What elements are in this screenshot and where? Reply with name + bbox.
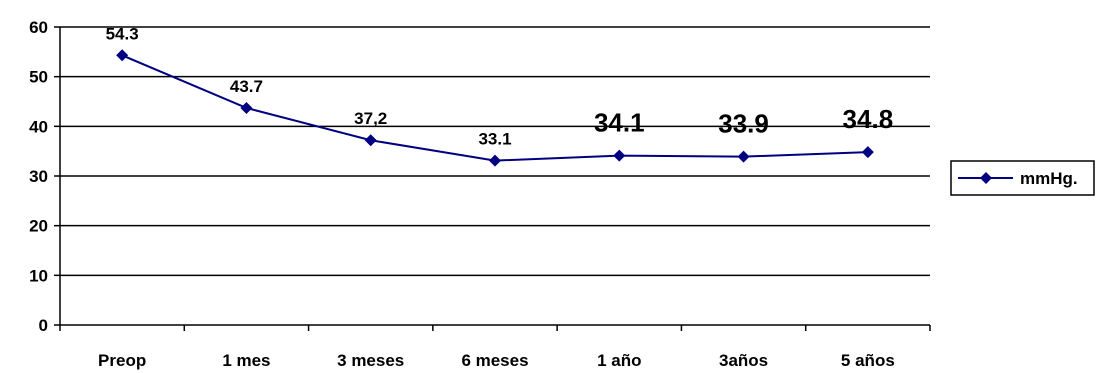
y-axis-tick-labels: 0 10 20 30 40 50 60: [29, 18, 48, 335]
data-labels: 54.3 43.7 37,2 33.1 34.1 33.9 34.8: [106, 24, 894, 148]
axes: [54, 26, 931, 331]
y-tick-label: 50: [29, 68, 48, 87]
x-tick-label: 5 años: [841, 351, 895, 370]
x-tick-label: 1 año: [597, 351, 641, 370]
data-point-marker: [737, 150, 750, 163]
x-tick-label: 3años: [719, 351, 768, 370]
data-point-marker: [364, 134, 377, 147]
gridlines: [60, 26, 930, 277]
data-label: 34.1: [594, 108, 645, 138]
legend: mmHg.: [950, 160, 1095, 196]
series-mmhg: [116, 49, 874, 167]
data-point-marker: [116, 49, 129, 62]
y-tick-label: 20: [29, 217, 48, 236]
data-point-marker: [861, 146, 874, 159]
x-axis-tick-labels: Preop 1 mes 3 meses 6 meses 1 año 3años 5 años: [98, 351, 895, 370]
data-label: 33.1: [478, 130, 511, 149]
y-tick-label: 60: [29, 18, 48, 37]
data-label: 54.3: [106, 24, 139, 43]
legend-entry-mmhg: mmHg.: [1020, 169, 1078, 188]
legend-marker-icon: [980, 172, 992, 184]
x-tick-label: 1 mes: [222, 351, 270, 370]
data-label: 33.9: [718, 109, 769, 139]
data-label: 34.8: [843, 104, 894, 134]
data-point-marker: [489, 154, 501, 167]
y-tick-label: 10: [29, 266, 48, 285]
data-label: 37,2: [354, 109, 387, 128]
data-point-marker: [613, 149, 626, 162]
x-tick-label: Preop: [98, 351, 146, 370]
y-tick-label: 30: [29, 167, 48, 186]
x-tick-label: 3 meses: [337, 351, 404, 370]
x-tick-label: 6 meses: [461, 351, 528, 370]
y-tick-label: 0: [39, 316, 48, 335]
y-tick-label: 40: [29, 117, 48, 136]
data-point-marker: [240, 101, 253, 114]
data-label: 43.7: [230, 77, 263, 96]
